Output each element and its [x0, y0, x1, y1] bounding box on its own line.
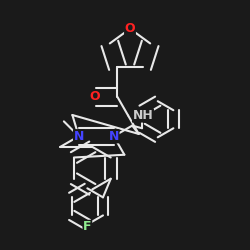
Text: N: N — [74, 130, 84, 143]
Text: N: N — [108, 130, 119, 143]
Text: O: O — [89, 90, 100, 104]
Text: F: F — [83, 220, 92, 234]
Text: O: O — [125, 22, 135, 35]
Text: NH: NH — [132, 109, 153, 122]
